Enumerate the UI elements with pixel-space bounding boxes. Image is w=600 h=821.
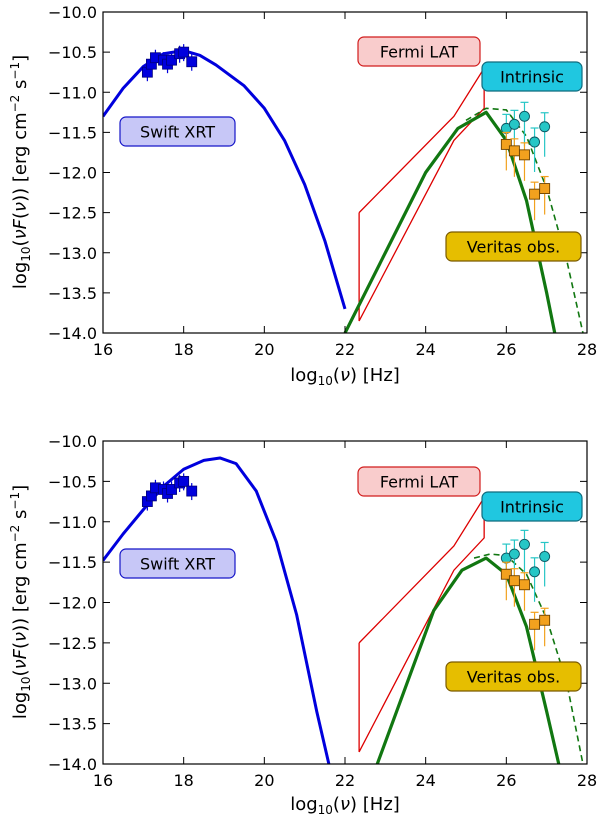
fermi-lat-label: Fermi LAT — [380, 473, 459, 492]
y-tick-label: −14.0 — [48, 755, 97, 774]
veritas-point — [508, 575, 520, 587]
y-tick-label: −10.0 — [48, 3, 97, 22]
x-tick-label: 24 — [415, 340, 435, 359]
y-tick-label: −12.5 — [48, 634, 97, 653]
veritas-point — [529, 188, 541, 200]
bottom-panel: 16 18 20 22 24 26 28 −10.0 −10.5 −11.0 −11.5 −12.0 −… — [8, 432, 597, 817]
intrinsic-point — [519, 538, 530, 550]
top-panel: 16 18 20 22 24 26 28 −10.0 −10.5 −11.0 −11.5 −12.0 −… — [8, 3, 597, 388]
y-tick-label: −10.0 — [48, 432, 97, 451]
y-tick-label: −11.0 — [48, 513, 97, 532]
swift-xrt-point — [166, 54, 177, 66]
y-tick-label: −11.0 — [48, 83, 97, 102]
top-axis-ticks: 16 18 20 22 24 26 28 −10.0 −10.5 −11.0 −11.5 −12.0 −… — [48, 3, 597, 359]
x-tick-label: 20 — [254, 340, 274, 359]
fermi-lat-label-box — [357, 36, 481, 67]
intrinsic-label: Intrinsic — [500, 498, 564, 517]
veritas-point — [519, 579, 530, 591]
intrinsic-label-box — [481, 61, 583, 92]
intrinsic-label-box — [481, 491, 583, 522]
top-y-axis-label: log10(νF(ν)) [erg cm−2 s−1] — [8, 55, 33, 289]
veritas-point — [508, 145, 520, 157]
x-tick-label: 20 — [254, 771, 274, 790]
intrinsic-point — [539, 551, 551, 562]
bottom-y-axis-label: log10(νF(ν)) [erg cm−2 s−1] — [8, 485, 33, 719]
fermi-lat-label: Fermi LAT — [380, 43, 459, 62]
intrinsic-point — [539, 121, 551, 133]
swift-xrt-label-box — [119, 548, 236, 579]
y-tick-label: −10.5 — [48, 43, 97, 62]
veritas-point — [500, 568, 512, 580]
bottom-axis-ticks: 16 18 20 22 24 26 28 −10.0 −10.5 −11.0 −11.5 −12.0 −… — [48, 432, 597, 790]
y-tick-label: −11.5 — [48, 123, 97, 142]
synchrotron-model-line — [103, 456, 331, 764]
top-x-axis-label: log10(ν) [Hz] — [290, 365, 400, 388]
veritas-obs-label-box — [445, 661, 582, 692]
y-tick-label: −13.5 — [48, 715, 97, 734]
veritas-obs-label: Veritas obs. — [467, 238, 560, 257]
y-tick-label: −13.0 — [48, 674, 97, 693]
bottom-x-axis-label: log10(ν) [Hz] — [290, 794, 400, 817]
intrinsic-point — [508, 118, 520, 130]
x-tick-label: 26 — [496, 340, 516, 359]
y-tick-label: −12.5 — [48, 204, 97, 223]
ic-intrinsic-dashed-line — [473, 553, 584, 764]
swift-xrt-label: Swift XRT — [140, 123, 215, 142]
intrinsic-label: Intrinsic — [500, 68, 564, 87]
swift-xrt-point — [166, 484, 177, 495]
bottom-legend-boxes: Swift XRT Fermi LAT Intrinsic Veritas obs. — [119, 466, 583, 692]
intrinsic-point — [519, 110, 530, 122]
x-tick-label: 16 — [93, 340, 113, 359]
veritas-obs-label: Veritas obs. — [467, 668, 560, 687]
x-tick-label: 22 — [335, 340, 355, 359]
top-series-layer — [103, 44, 584, 333]
x-tick-label: 22 — [335, 771, 355, 790]
fermi-lat-bowtie — [358, 65, 485, 322]
intrinsic-point — [508, 548, 520, 560]
swift-xrt-point — [186, 56, 198, 68]
swift-xrt-label: Swift XRT — [140, 555, 215, 574]
y-tick-label: −12.0 — [48, 594, 97, 613]
swift-xrt-point — [186, 485, 198, 497]
veritas-point — [539, 614, 551, 626]
x-tick-label: 28 — [577, 771, 597, 790]
y-tick-label: −13.0 — [48, 244, 97, 263]
intrinsic-point — [529, 136, 541, 148]
x-tick-label: 18 — [173, 771, 193, 790]
y-tick-label: −10.5 — [48, 472, 97, 491]
x-tick-label: 18 — [173, 340, 193, 359]
swift-xrt-point — [178, 46, 190, 58]
y-tick-label: −14.0 — [48, 324, 97, 343]
synchrotron-model-line — [103, 49, 347, 310]
intrinsic-point — [529, 566, 541, 578]
veritas-point — [539, 183, 551, 195]
swift-xrt-label-box — [119, 116, 236, 147]
veritas-point — [500, 138, 512, 150]
x-tick-label: 24 — [415, 771, 435, 790]
y-tick-label: −12.0 — [48, 164, 97, 183]
fermi-lat-label-box — [357, 466, 481, 497]
ic-intrinsic-dashed-line — [465, 107, 584, 333]
y-tick-label: −13.5 — [48, 284, 97, 303]
veritas-point — [529, 618, 541, 630]
veritas-obs-label-box — [445, 231, 582, 262]
top-legend-boxes: Swift XRT Fermi LAT Intrinsic Veritas obs. — [119, 36, 583, 262]
x-tick-label: 28 — [577, 340, 597, 359]
fermi-lat-bowtie — [358, 495, 485, 753]
x-tick-label: 16 — [93, 771, 113, 790]
swift-xrt-point — [178, 475, 190, 487]
y-tick-label: −11.5 — [48, 553, 97, 572]
ic-model-line — [343, 110, 557, 333]
x-tick-label: 26 — [496, 771, 516, 790]
veritas-point — [519, 149, 530, 161]
